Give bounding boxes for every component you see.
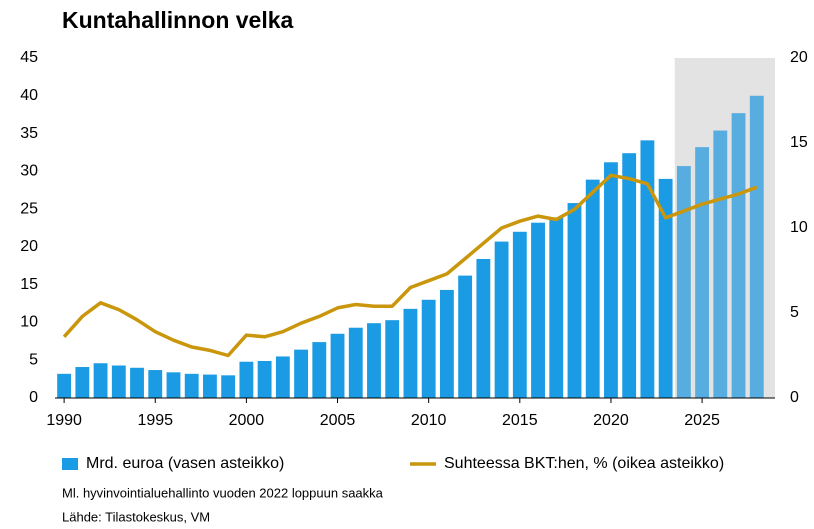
bar (439, 289, 454, 398)
y-tick-label: 25 (20, 200, 38, 217)
bar (713, 130, 728, 399)
x-tick-label: 2010 (411, 412, 447, 429)
chart-title: Kuntahallinnon velka (62, 7, 294, 33)
x-tick-label: 2005 (320, 412, 356, 429)
bar (93, 363, 108, 398)
bar (257, 360, 272, 398)
x-tick-label: 2000 (229, 412, 265, 429)
y2-tick-label: 0 (790, 389, 799, 406)
x-tick-label: 2015 (502, 412, 538, 429)
bar (203, 374, 217, 398)
bar (458, 275, 473, 398)
bar (749, 95, 764, 399)
y-tick-label: 10 (20, 314, 38, 331)
x-tick-label: 2020 (593, 412, 629, 429)
bar (549, 217, 564, 398)
bar (239, 361, 254, 398)
bar (75, 367, 90, 398)
note: Ml. hyvinvointialuehallinto vuoden 2022 … (62, 485, 384, 500)
y-tick-label: 20 (20, 238, 38, 255)
y-tick-label: 30 (20, 163, 38, 180)
bar (640, 140, 655, 398)
bar (604, 162, 618, 398)
bar (385, 320, 400, 398)
x-tick-label: 2025 (684, 412, 720, 429)
y-tick-label: 5 (29, 351, 38, 368)
legend-label: Mrd. euroa (vasen asteikko) (86, 455, 284, 472)
bar (622, 153, 637, 398)
x-tick-label: 1995 (137, 412, 173, 429)
bar (512, 231, 527, 398)
bar (148, 370, 163, 398)
bar (312, 342, 327, 398)
y2-tick-label: 5 (790, 304, 799, 321)
y-tick-label: 0 (29, 389, 38, 406)
y-tick-label: 40 (20, 87, 38, 104)
bar (348, 327, 363, 398)
bar (585, 179, 600, 398)
bar (367, 323, 381, 398)
bar (476, 258, 491, 398)
bar (567, 203, 582, 398)
y-tick-label: 45 (20, 49, 38, 66)
y2-tick-label: 10 (790, 219, 808, 236)
bar (658, 178, 673, 398)
bar (403, 308, 418, 398)
bar (421, 299, 436, 398)
bar (676, 166, 691, 398)
bar (494, 241, 509, 398)
bar (330, 333, 345, 398)
line (62, 173, 758, 358)
bar (531, 222, 545, 398)
y-tick-label: 35 (20, 125, 38, 142)
x-tick-label: 1990 (46, 412, 82, 429)
bar (221, 375, 236, 398)
bar (275, 356, 290, 398)
y-tick-label: 15 (20, 276, 38, 293)
legend-label: Suhteessa BKT:hen, % (oikea asteikko) (444, 455, 724, 472)
bar (731, 113, 746, 399)
legend-swatch (62, 458, 78, 470)
bar (695, 147, 710, 398)
bar (111, 365, 126, 398)
bar (166, 372, 181, 398)
y2-tick-label: 15 (790, 134, 808, 151)
bar (130, 367, 144, 398)
bar (294, 349, 309, 398)
note: Lähde: Tilastokeskus, VM (62, 509, 210, 524)
bar (184, 373, 199, 398)
y2-tick-label: 20 (790, 49, 808, 66)
bar (57, 373, 72, 398)
